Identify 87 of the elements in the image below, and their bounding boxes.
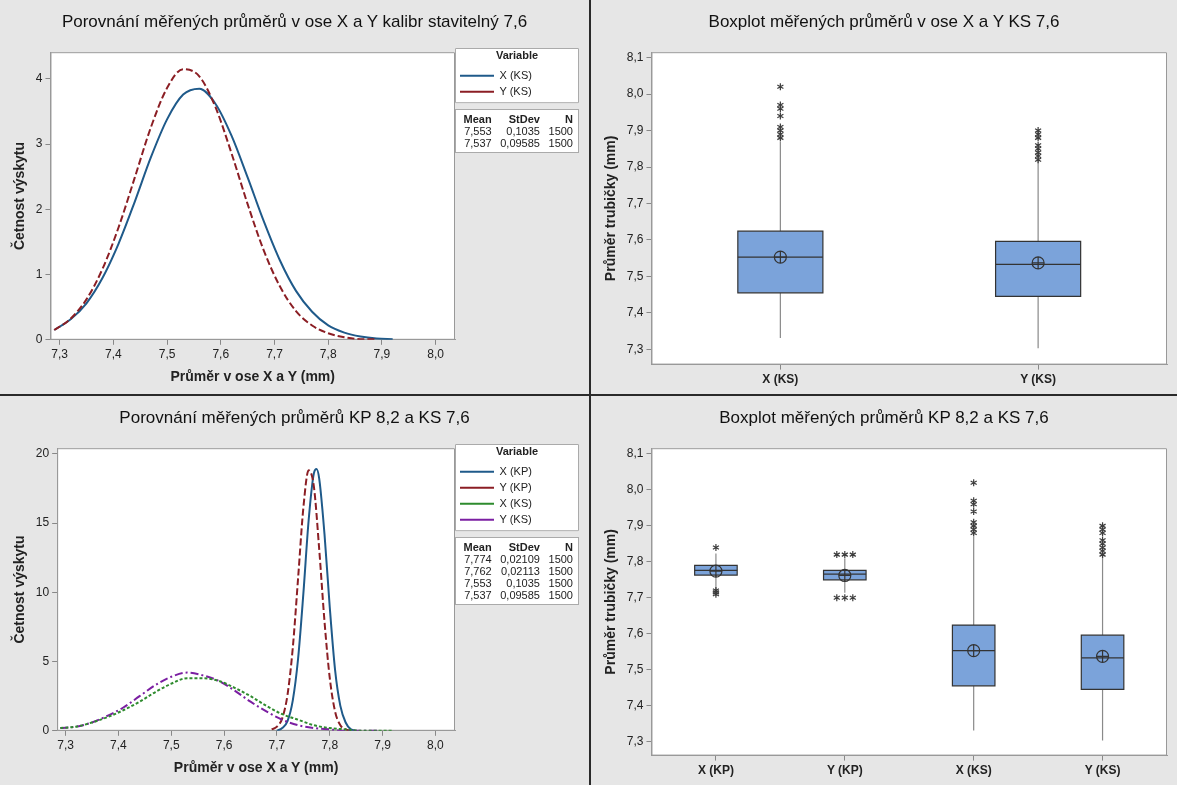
y-tick-label: 4 [35,71,43,86]
y-tick-label: 7,8 [626,554,644,569]
text: 1500 [547,565,573,578]
y-tick-label: 0 [35,332,43,347]
text: 0,02109 [499,553,540,566]
y-tick-label: 7,7 [626,590,644,605]
y-tick-label: 7,5 [626,268,644,283]
x-tick-label: 7,4 [110,738,128,753]
x-tick-label: X (KS) [955,763,992,778]
text: N [564,541,573,554]
y-tick-label: 8,0 [626,86,644,101]
legend-label: Y (KS) [499,512,532,525]
y-tick-label: 15 [35,515,50,530]
x-axis-title: Průměr v ose X a Y (mm) [173,759,339,776]
legend-label: X (KS) [499,68,532,81]
y-axis-title: Četnost výskytu [10,535,28,644]
x-tick-label: 7,6 [215,738,233,753]
y-tick-label: 10 [35,584,50,599]
x-tick-label: Y (KS) [1084,763,1121,778]
y-tick-label: 7,9 [626,518,644,533]
y-axis-title: Průměr trubičky (mm) [602,135,619,282]
x-tick-label: 7,8 [321,738,339,753]
text: 1500 [547,137,573,150]
x-tick-label: 7,8 [319,347,337,362]
text: 0,1035 [505,125,540,138]
chart-title: Boxplot měřených průměrů KP 8,2 a KS 7,6 [718,408,1050,428]
x-tick-label: 7,9 [373,347,391,362]
x-tick-label: 7,6 [212,347,230,362]
x-tick-label: 7,7 [268,738,286,753]
x-tick-label: 7,4 [104,347,122,362]
text: 1500 [547,125,573,138]
y-tick-label: 7,4 [626,305,644,320]
y-tick-label: 3 [35,136,43,151]
text: 7,537 [463,589,492,602]
text: 7,774 [463,553,492,566]
legend-title: Variable [495,48,539,61]
legend-label: X (KP) [499,464,532,477]
y-tick-label: 7,4 [626,697,644,712]
y-axis-title: Průměr trubičky (mm) [602,529,619,675]
text: Mean [462,113,492,126]
text: 0,09585 [499,589,540,602]
y-tick-label: 8,0 [626,482,644,497]
legend-label: X (KS) [499,496,532,509]
x-tick-label: 7,5 [162,738,180,753]
y-axis-title: Četnost výskytu [10,141,28,251]
y-tick-label: 8,1 [626,446,644,461]
x-axis-title: Průměr v ose X a Y (mm) [170,368,335,385]
legend-label: Y (KS) [499,84,532,97]
y-tick-label: 7,8 [626,159,644,174]
y-tick-label: 0 [42,723,50,738]
y-tick-label: 8,1 [626,49,644,64]
text: 7,762 [463,565,492,578]
y-tick-label: 5 [42,653,50,668]
y-tick-label: 1 [35,266,43,281]
x-tick-label: X (KP) [697,763,734,778]
y-tick-label: 7,6 [626,626,644,641]
y-tick-label: 7,9 [626,122,644,137]
chart-title: Porovnání měřených průměrů v ose X a Y kalibr stavitelný 7,6 [60,12,529,32]
legend-title: Variable [495,444,539,457]
text: 0,1035 [505,577,540,590]
text: StDev [507,113,540,126]
text: 7,553 [463,577,492,590]
y-tick-label: 7,7 [626,195,644,210]
y-tick-label: 7,6 [626,232,644,247]
text: 1500 [547,553,573,566]
text: N [564,113,573,126]
x-tick-label: 7,5 [158,347,176,362]
text: 7,553 [463,125,492,138]
text: StDev [507,541,540,554]
text: 0,09585 [499,137,540,150]
text: 7,537 [463,137,492,150]
legend-label: Y (KP) [499,480,532,493]
chart-title: Boxplot měřených průměrů v ose X a Y KS 7,6 [707,12,1061,32]
x-tick-label: 7,3 [57,738,75,753]
y-tick-label: 2 [35,201,43,216]
y-tick-label: 7,5 [626,661,644,676]
y-tick-label: 20 [35,446,50,461]
text: 1500 [547,577,573,590]
x-tick-label: Y (KP) [826,763,863,778]
text: 0,02113 [500,565,540,578]
x-tick-label: 7,7 [266,347,284,362]
x-tick-label: 8,0 [427,738,445,753]
chart-title: Porovnání měřených průměrů KP 8,2 a KS 7,6 [118,408,471,428]
x-tick-label: 7,9 [374,738,392,753]
text: Mean [462,541,492,554]
text: 1500 [547,589,573,602]
x-tick-label: 8,0 [427,347,445,362]
